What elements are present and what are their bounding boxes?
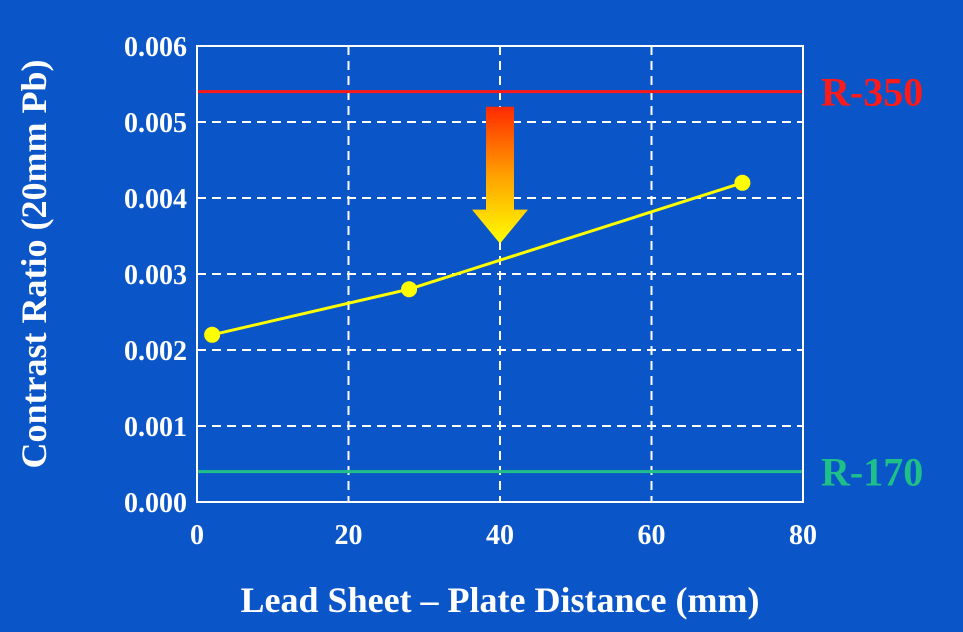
series-layer [204,174,751,343]
y-tick-label: 0.003 [124,260,187,291]
x-tick-label: 40 [486,520,514,551]
data-point [204,326,221,343]
y-tick-label: 0.004 [124,184,187,215]
x-tick-labels: 0 20 40 60 80 [190,520,817,551]
y-tick-label: 0.006 [124,32,187,63]
y-tick-label: 0.000 [124,488,187,519]
x-tick-label: 60 [638,520,666,551]
y-tick-label: 0.005 [124,108,187,139]
down-arrow [472,106,528,244]
data-point [734,174,751,191]
x-tick-label: 20 [335,520,363,551]
y-axis-label: Contrast Ratio (20mm Pb) [14,60,54,469]
y-tick-label: 0.001 [124,412,187,443]
reference-lines: R-350 R-170 [197,70,923,495]
x-tick-label: 80 [789,520,817,551]
series-line [211,181,743,337]
reference-line-label: R-170 [821,450,923,495]
y-tick-label: 0.002 [124,336,187,367]
plot-area-frame [196,45,804,503]
x-tick-label: 0 [190,520,204,551]
reference-line-label: R-350 [821,70,923,115]
y-tick-labels: 0.000 0.001 0.002 0.003 0.004 0.005 0.006 [124,32,187,519]
x-axis-label: Lead Sheet – Plate Distance (mm) [241,580,760,620]
annotation-layer [472,106,528,244]
data-point [401,281,418,298]
